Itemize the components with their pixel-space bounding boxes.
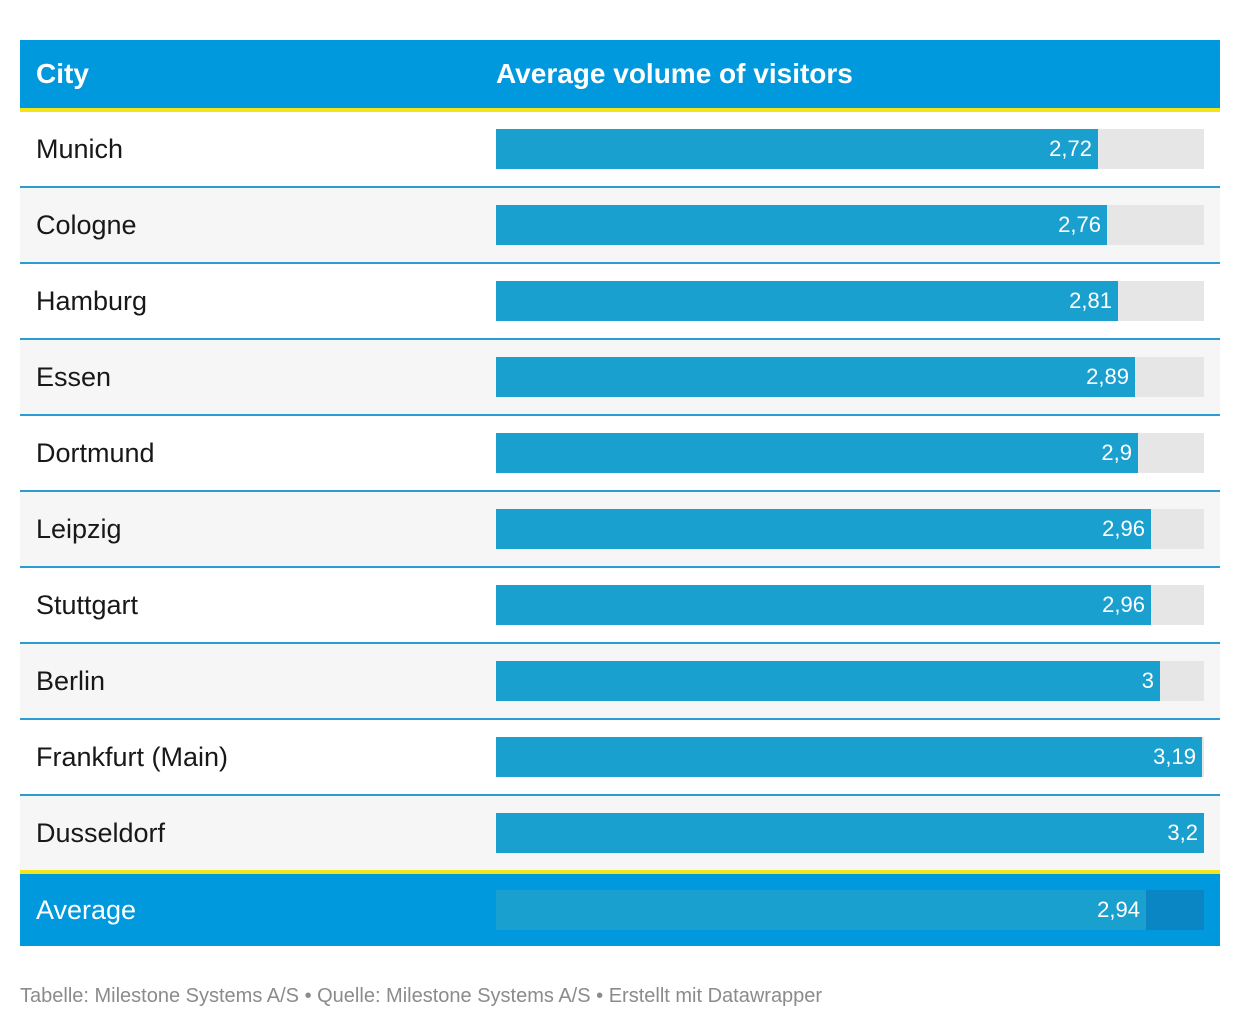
table-row: Stuttgart 2,96 xyxy=(20,568,1220,644)
city-name: Dortmund xyxy=(36,438,155,468)
visitor-table: City Average volume of visitors Munich 2,… xyxy=(20,40,1220,946)
bar-track: 3,2 xyxy=(496,813,1204,853)
value-label: 2,9 xyxy=(1101,440,1132,465)
table-row: Essen 2,89 xyxy=(20,340,1220,416)
average-label: Average xyxy=(36,895,137,925)
city-name: Dusseldorf xyxy=(36,818,166,848)
value-label: 2,72 xyxy=(1049,136,1092,161)
bar-track: 2,76 xyxy=(496,205,1204,245)
table-row: Frankfurt (Main) 3,19 xyxy=(20,720,1220,796)
average-bar-track: 2,94 xyxy=(496,890,1204,930)
table-row: Berlin 3 xyxy=(20,644,1220,720)
value-bar: 3,2 xyxy=(496,813,1204,853)
value-label: 2,96 xyxy=(1102,516,1145,541)
value-label: 3,19 xyxy=(1153,744,1196,769)
table-header: City Average volume of visitors xyxy=(20,40,1220,112)
value-bar: 2,9 xyxy=(496,433,1138,473)
table-row: Munich 2,72 xyxy=(20,112,1220,188)
city-name: Hamburg xyxy=(36,286,148,316)
bar-track: 2,72 xyxy=(496,129,1204,169)
value-bar: 2,96 xyxy=(496,585,1151,625)
table-row: Cologne 2,76 xyxy=(20,188,1220,264)
value-bar: 3,19 xyxy=(496,737,1202,777)
value-label: 2,81 xyxy=(1069,288,1112,313)
value-label: 3,2 xyxy=(1167,820,1198,845)
value-label: 2,76 xyxy=(1058,212,1101,237)
value-bar: 2,96 xyxy=(496,509,1151,549)
bar-track: 2,96 xyxy=(496,585,1204,625)
value-label: 2,89 xyxy=(1086,364,1129,389)
value-label: 3 xyxy=(1141,668,1154,693)
header-city[interactable]: City xyxy=(36,58,89,89)
city-name: Stuttgart xyxy=(36,590,139,620)
source-footer: Tabelle: Milestone Systems A/S • Quelle:… xyxy=(20,985,823,1007)
average-row: Average 2,94 xyxy=(20,874,1220,946)
value-label: 2,96 xyxy=(1102,592,1145,617)
table-row: Dusseldorf 3,2 xyxy=(20,796,1220,874)
bar-track: 3 xyxy=(496,661,1204,701)
city-name: Cologne xyxy=(36,210,137,240)
average-bar: 2,94 xyxy=(496,890,1146,930)
value-bar: 2,81 xyxy=(496,281,1118,321)
average-value-label: 2,94 xyxy=(1097,897,1140,922)
city-name: Berlin xyxy=(36,666,106,696)
bar-track: 2,9 xyxy=(496,433,1204,473)
value-bar: 2,72 xyxy=(496,129,1098,169)
city-name: Leipzig xyxy=(36,514,122,544)
city-name: Munich xyxy=(36,134,124,164)
value-bar: 3 xyxy=(496,661,1160,701)
value-bar: 2,76 xyxy=(496,205,1107,245)
value-bar: 2,89 xyxy=(496,357,1135,397)
header-average-volume[interactable]: Average volume of visitors xyxy=(496,58,853,89)
table-row: Hamburg 2,81 xyxy=(20,264,1220,340)
bar-track: 3,19 xyxy=(496,737,1204,777)
table-row: Leipzig 2,96 xyxy=(20,492,1220,568)
bar-track: 2,81 xyxy=(496,281,1204,321)
city-name: Essen xyxy=(36,362,112,392)
bar-track: 2,89 xyxy=(496,357,1204,397)
table-row: Dortmund 2,9 xyxy=(20,416,1220,492)
bar-track: 2,96 xyxy=(496,509,1204,549)
city-name: Frankfurt (Main) xyxy=(36,742,229,772)
table-body: Munich 2,72 Cologne 2,76 Hamburg 2,81 Essen 2,8… xyxy=(20,112,1220,874)
